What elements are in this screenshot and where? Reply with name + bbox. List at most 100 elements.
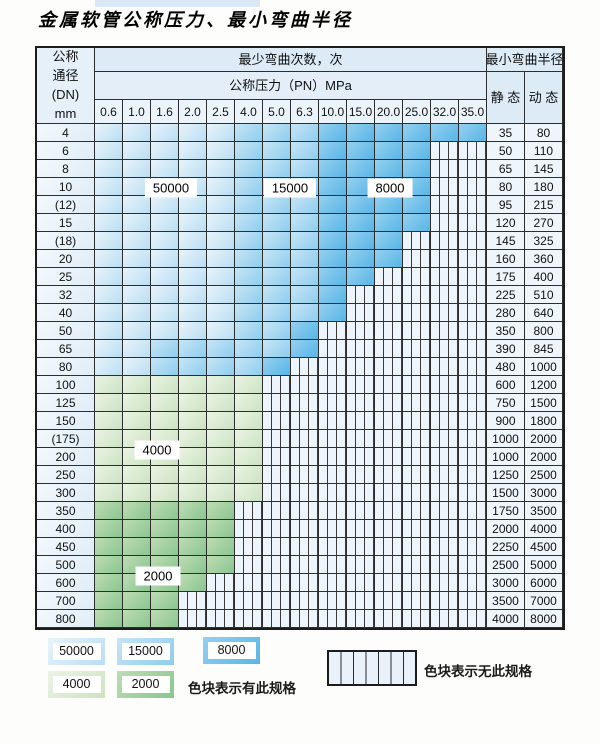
spec-cell	[151, 556, 179, 574]
spec-cell	[207, 394, 235, 412]
no-spec-cell	[431, 520, 459, 538]
spec-cell	[235, 232, 263, 250]
no-spec-cell	[319, 610, 347, 628]
no-spec-cell	[375, 466, 403, 484]
pressure-header-cell: 6.3	[291, 100, 319, 124]
no-spec-cell	[403, 466, 431, 484]
spec-cell	[235, 304, 263, 322]
no-spec-cell	[459, 232, 487, 250]
static-cell: 160	[487, 250, 525, 268]
legend-swatch-label: 4000	[52, 676, 101, 693]
no-spec-cell	[431, 430, 459, 448]
legend-has-spec-note: 色块表示有此规格	[188, 681, 296, 696]
no-spec-cell	[431, 574, 459, 592]
spec-cell	[347, 142, 375, 160]
dynamic-cell: 1200	[525, 376, 563, 394]
no-spec-cell	[347, 556, 375, 574]
static-cell: 120	[487, 214, 525, 232]
dn-header-line: 公称	[52, 48, 79, 64]
spec-cell	[151, 286, 179, 304]
spec-cell	[319, 268, 347, 286]
spec-cell	[319, 304, 347, 322]
no-spec-cell	[431, 250, 459, 268]
spec-cell	[403, 124, 431, 142]
no-spec-cell	[375, 394, 403, 412]
spec-cell	[179, 538, 207, 556]
no-spec-cell	[403, 358, 431, 376]
no-spec-cell	[375, 520, 403, 538]
dynamic-cell: 4500	[525, 538, 563, 556]
no-spec-cell	[375, 340, 403, 358]
spec-cell	[123, 214, 151, 232]
spec-cell	[179, 196, 207, 214]
no-spec-cell	[403, 448, 431, 466]
no-spec-cell	[403, 430, 431, 448]
no-spec-cell	[347, 322, 375, 340]
dynamic-cell: 4000	[525, 520, 563, 538]
dn-cell: 600	[37, 574, 95, 592]
no-spec-cell	[291, 502, 319, 520]
no-spec-cell	[459, 466, 487, 484]
no-spec-cell	[347, 430, 375, 448]
no-spec-cell	[431, 484, 459, 502]
static-cell: 350	[487, 322, 525, 340]
dn-cell: 150	[37, 412, 95, 430]
spec-cell	[95, 448, 123, 466]
spec-cell	[403, 214, 431, 232]
spec-cell	[291, 124, 319, 142]
spec-cell	[291, 196, 319, 214]
spec-cell	[179, 160, 207, 178]
dn-cell: 20	[37, 250, 95, 268]
spec-cell	[235, 466, 263, 484]
no-spec-cell	[291, 412, 319, 430]
spec-cell	[95, 160, 123, 178]
spec-cell	[263, 196, 291, 214]
spec-cell	[263, 358, 291, 376]
dn-cell: 700	[37, 592, 95, 610]
no-spec-cell	[347, 574, 375, 592]
static-cell: 50	[487, 142, 525, 160]
no-spec-cell	[347, 592, 375, 610]
no-spec-cell	[347, 484, 375, 502]
spec-cell	[151, 142, 179, 160]
spec-cell	[207, 466, 235, 484]
spec-cell	[123, 340, 151, 358]
spec-cell	[123, 304, 151, 322]
static-cell: 2500	[487, 556, 525, 574]
spec-cell	[123, 448, 151, 466]
no-spec-cell	[319, 340, 347, 358]
no-spec-cell	[431, 178, 459, 196]
spec-cell	[95, 502, 123, 520]
no-spec-cell	[403, 412, 431, 430]
no-spec-cell	[347, 304, 375, 322]
pressure-header-cell: 10.0	[319, 100, 347, 124]
pressure-header-cell: 35.0	[459, 100, 487, 124]
spec-cell	[207, 502, 235, 520]
spec-cell	[95, 340, 123, 358]
no-spec-cell	[459, 250, 487, 268]
no-spec-cell	[459, 286, 487, 304]
spec-cell	[151, 178, 179, 196]
spec-cell	[263, 178, 291, 196]
no-spec-cell	[291, 448, 319, 466]
no-spec-cell	[431, 466, 459, 484]
spec-cell	[319, 250, 347, 268]
top-strip	[95, 0, 260, 7]
no-spec-cell	[375, 322, 403, 340]
spec-cell	[123, 376, 151, 394]
no-spec-cell	[403, 286, 431, 304]
dn-header-cell: 公称 通径 (DN) mm	[37, 48, 95, 124]
legend-swatch: 4000	[48, 671, 105, 698]
spec-cell	[123, 394, 151, 412]
spec-cell	[235, 142, 263, 160]
spec-cell	[179, 448, 207, 466]
spec-cell	[95, 250, 123, 268]
no-spec-cell	[235, 592, 263, 610]
spec-cell	[207, 250, 235, 268]
spec-cell	[179, 430, 207, 448]
spec-cell	[179, 520, 207, 538]
no-spec-cell	[459, 322, 487, 340]
spec-cell	[263, 250, 291, 268]
dn-cell: 15	[37, 214, 95, 232]
no-spec-cell	[235, 610, 263, 628]
